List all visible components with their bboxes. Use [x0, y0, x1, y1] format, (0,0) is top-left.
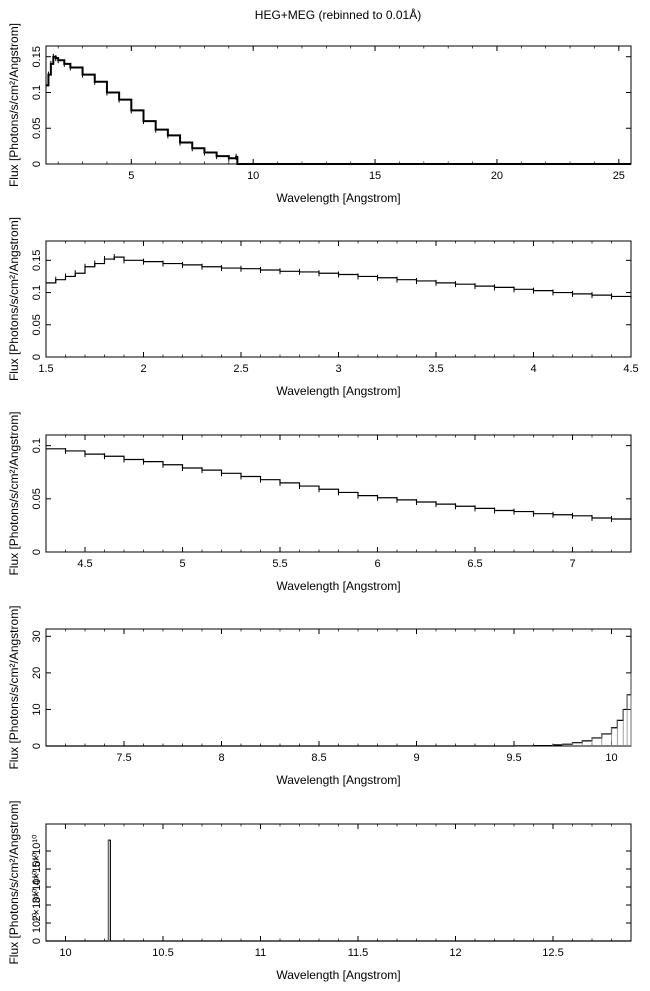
x-tick-label: 8.5 — [311, 752, 326, 764]
y-tick-label: 20 — [31, 667, 43, 679]
x-tick-label: 4.5 — [623, 363, 638, 375]
x-tick-label: 15 — [369, 170, 381, 182]
y-tick-label: 0.15 — [31, 46, 43, 67]
y-tick-label: 10 — [31, 703, 43, 715]
x-tick-label: 10 — [605, 752, 617, 764]
spectrum-series-3 — [46, 448, 632, 521]
x-axis-label: Wavelength [Angstrom] — [276, 191, 400, 205]
x-tick-label: 5 — [179, 558, 185, 570]
spectrum-series-4 — [46, 672, 632, 747]
x-tick-label: 11 — [255, 947, 266, 959]
x-tick-label: 3.5 — [428, 363, 443, 375]
plot-frame-5 — [45, 823, 632, 942]
x-tick-label: 10 — [59, 947, 71, 959]
x-axis-label: Wavelength [Angstrom] — [276, 968, 400, 982]
x-tick-label: 9.5 — [506, 752, 521, 764]
y-tick-label: 0.1 — [31, 438, 43, 453]
x-tick-label: 20 — [491, 170, 503, 182]
y-tick-label: 2×10¹⁰ — [31, 888, 43, 921]
y-tick-label: 4×10¹⁰ — [31, 852, 43, 885]
y-tick-label: 0 — [31, 743, 43, 749]
y-tick-label: 5×10¹⁰ — [31, 834, 43, 867]
y-tick-label: 0 — [31, 354, 43, 360]
y-tick-label: 30 — [31, 630, 43, 642]
x-tick-label: 11.5 — [348, 947, 369, 959]
x-tick-label: 10.5 — [152, 947, 173, 959]
x-tick-label: 2.5 — [233, 363, 248, 375]
y-tick-label: 0 — [31, 938, 43, 944]
x-tick-label: 6.5 — [467, 558, 482, 570]
x-tick-label: 10 — [247, 170, 259, 182]
y-axis-label: Flux [Photons/s/cm²/Angstrom] — [7, 23, 21, 187]
x-axis-label: Wavelength [Angstrom] — [276, 773, 400, 787]
y-tick-label: 0.15 — [31, 250, 43, 271]
plot-frame-2 — [45, 240, 632, 358]
x-tick-label: 5.5 — [272, 558, 287, 570]
x-axis-label: Wavelength [Angstrom] — [276, 384, 400, 398]
x-tick-label: 9 — [413, 752, 419, 764]
y-tick-label: 3×10¹⁰ — [31, 870, 43, 903]
x-tick-label: 1.5 — [38, 363, 53, 375]
y-axis-label: Flux [Photons/s/cm²/Angstrom] — [7, 605, 21, 769]
y-tick-label: 10¹⁰ — [31, 912, 43, 933]
x-tick-label: 25 — [613, 170, 625, 182]
y-tick-label: 0 — [31, 549, 43, 555]
y-tick-label: 0.05 — [31, 118, 43, 139]
y-tick-label: 0.1 — [31, 85, 43, 100]
x-tick-label: 4 — [530, 363, 536, 375]
y-tick-label: 0.05 — [31, 314, 43, 335]
x-tick-label: 7.5 — [116, 752, 131, 764]
y-tick-label: 0.05 — [31, 488, 43, 509]
y-axis-label: Flux [Photons/s/cm²/Angstrom] — [7, 217, 21, 381]
x-axis-label: Wavelength [Angstrom] — [276, 579, 400, 593]
y-tick-label: 0 — [31, 161, 43, 167]
plot-frame-4 — [45, 628, 632, 747]
page-title: HEG+MEG (rebinned to 0.01Å) — [254, 8, 422, 22]
y-axis-label: Flux [Photons/s/cm²/Angstrom] — [7, 800, 21, 964]
x-tick-label: 6 — [374, 558, 380, 570]
x-tick-label: 3 — [335, 363, 341, 375]
y-tick-label: 0.1 — [31, 285, 43, 300]
x-tick-label: 8 — [218, 752, 224, 764]
x-tick-label: 12.5 — [542, 947, 563, 959]
x-tick-label: 7 — [569, 558, 575, 570]
x-tick-label: 4.5 — [77, 558, 92, 570]
plot-frame-1 — [45, 45, 632, 165]
spectrum-series-5 — [46, 839, 631, 942]
x-tick-label: 2 — [140, 363, 146, 375]
spectrum-series-1 — [46, 55, 631, 165]
y-axis-label: Flux [Photons/s/cm²/Angstrom] — [7, 411, 21, 575]
x-tick-label: 12 — [449, 947, 461, 959]
x-tick-label: 5 — [128, 170, 134, 182]
